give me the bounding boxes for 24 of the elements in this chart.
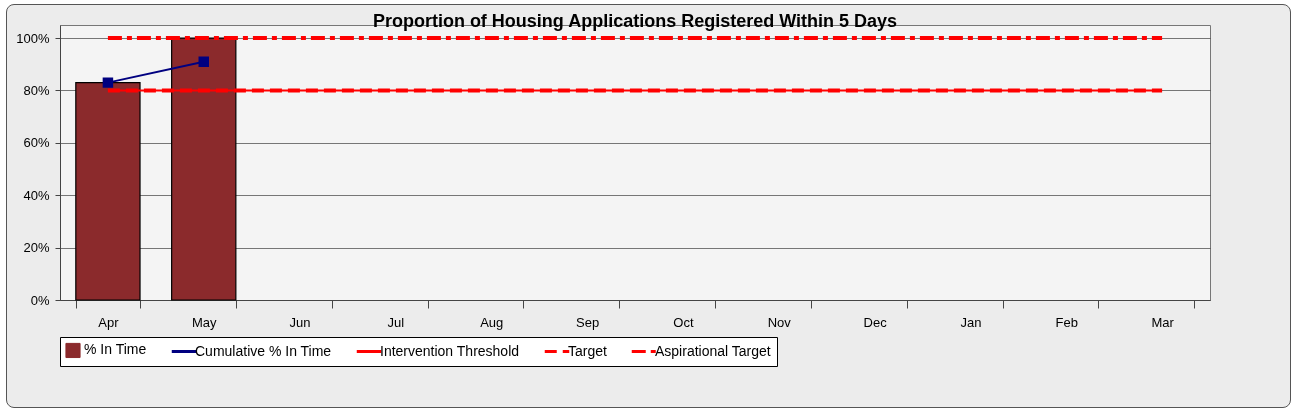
x-tick-label: May xyxy=(191,314,218,330)
legend-label: Intervention Threshold xyxy=(380,342,520,359)
x-tick-label: Apr xyxy=(98,314,120,330)
x-tick-label: Sep xyxy=(576,314,600,330)
legend-label: Target xyxy=(568,342,608,359)
y-tick-label: 40% xyxy=(23,187,50,203)
legend-label: % In Time xyxy=(84,341,147,358)
x-tick-label: Jul xyxy=(387,314,405,330)
y-tick-label: 100% xyxy=(16,30,50,46)
y-tick-label: 60% xyxy=(23,135,50,151)
legend-label: Aspirational Target xyxy=(655,342,771,359)
x-tick-label: Aug xyxy=(480,314,504,330)
x-tick-label: Jan xyxy=(960,314,982,330)
chart-title: Proportion of Housing Applications Registered Within 5 Days xyxy=(372,11,898,31)
legend-label: Cumulative % In Time xyxy=(195,342,332,359)
x-tick-label: Oct xyxy=(673,314,694,330)
x-tick-label: Jun xyxy=(289,314,311,330)
x-tick-label: Dec xyxy=(863,314,888,330)
x-tick-label: Nov xyxy=(767,314,792,330)
y-tick-label: 80% xyxy=(23,82,50,98)
x-tick-label: Mar xyxy=(1151,314,1175,330)
y-tick-label: 20% xyxy=(23,240,50,256)
y-tick-label: 0% xyxy=(30,292,50,308)
x-tick-label: Feb xyxy=(1055,314,1078,330)
